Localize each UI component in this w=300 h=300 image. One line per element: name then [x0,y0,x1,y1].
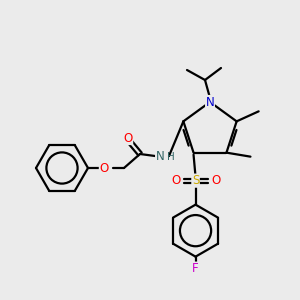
Text: O: O [123,131,133,145]
Text: F: F [192,262,199,275]
Text: O: O [171,174,180,187]
Text: O: O [99,161,109,175]
Text: N: N [206,95,214,109]
Text: O: O [211,174,220,187]
Text: S: S [192,174,199,187]
Text: H: H [167,152,175,162]
Text: N: N [156,149,164,163]
